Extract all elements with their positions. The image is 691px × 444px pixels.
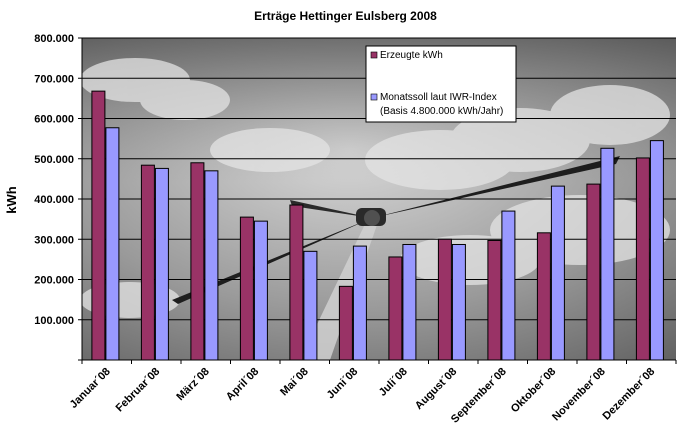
x-tick-label: Februar´08 (114, 366, 163, 415)
bar-produced (239, 216, 254, 361)
y-axis-label: kWh (4, 186, 19, 214)
legend: Erzeugte kWh Monatssoll laut IWR-Index (… (365, 45, 517, 123)
x-tick-label: Dezember´08 (600, 366, 657, 423)
x-tick-label: Juni´08 (325, 366, 361, 402)
bar-target (303, 250, 318, 361)
legend-label-target: Monatssoll laut IWR-Index (380, 92, 497, 103)
legend-swatch-target (370, 93, 378, 101)
bar-target (501, 210, 516, 361)
x-tick-label: August´08 (413, 366, 460, 413)
bar-target (352, 245, 367, 361)
bar-target (451, 243, 466, 361)
x-tick-label: April´08 (224, 366, 261, 403)
bar-target (105, 127, 120, 361)
legend-box (365, 45, 517, 123)
y-tick-label: 200.000 (34, 275, 74, 287)
bar-produced (586, 183, 601, 361)
bar-produced (91, 90, 106, 361)
y-tick-label: 300.000 (34, 234, 74, 246)
x-ticks: Januar´08 Februar´08 März´08 April´08 Mai´08… (68, 360, 677, 426)
bars (91, 90, 664, 361)
bar-produced (338, 285, 353, 361)
legend-label-produced: Erzeugte kWh (380, 50, 443, 61)
x-tick-label: März´08 (174, 366, 211, 403)
bar-target (402, 243, 417, 361)
legend-swatch-produced (370, 51, 378, 59)
bar-produced (536, 232, 551, 361)
x-tick-label: Januar´08 (68, 366, 113, 411)
bar-target (550, 185, 565, 361)
legend-label-target-basis: (Basis 4.800.000 kWh/Jahr) (380, 106, 503, 117)
bar-produced (140, 164, 155, 361)
x-tick-label: Oktober´08 (509, 366, 559, 416)
bar-produced (635, 157, 650, 361)
bar-produced (289, 204, 304, 361)
bar-target (649, 140, 664, 361)
bar-target (253, 220, 268, 361)
x-tick-label: Mai´08 (278, 366, 311, 399)
bar-target (154, 167, 169, 361)
bar-produced (437, 238, 452, 361)
y-tick-label: 800.000 (34, 33, 74, 45)
bar-produced (190, 162, 205, 361)
bar-produced (388, 256, 403, 361)
y-ticks: 100.000 200.000 300.000 400.000 500.000 600.0… (34, 33, 82, 361)
bar-target (204, 170, 219, 361)
y-tick-label: 500.000 (34, 154, 74, 166)
y-tick-label: 100.000 (34, 315, 74, 327)
y-tick-label: 400.000 (34, 194, 74, 206)
x-tick-label: November´08 (550, 366, 608, 424)
chart-title: Erträge Hettinger Eulsberg 2008 (254, 9, 437, 23)
bar-target (600, 147, 615, 361)
bar-produced (487, 239, 502, 361)
x-tick-label: Juli´08 (377, 366, 410, 399)
y-tick-label: 700.000 (34, 73, 74, 85)
y-tick-label: 600.000 (34, 114, 74, 126)
